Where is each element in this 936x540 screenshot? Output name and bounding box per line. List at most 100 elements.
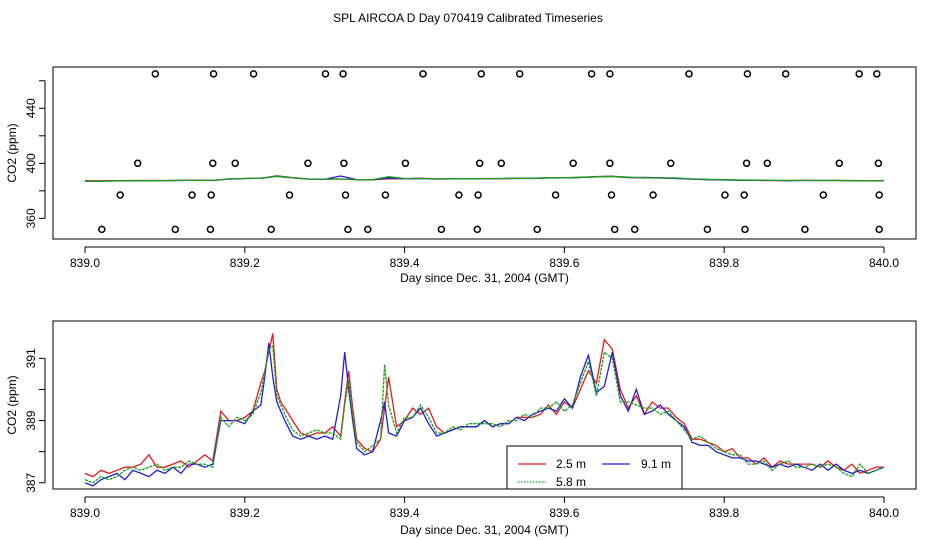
top-point-55 [630, 225, 639, 234]
top-point-33 [285, 191, 294, 199]
bottom-x-tick-label-0: 839.0 [70, 506, 100, 520]
top-y-tick-label-2: 440 [24, 98, 38, 118]
top-point-58 [801, 225, 809, 234]
bottom-series-5-8-m [84, 344, 885, 484]
top-point-40 [649, 191, 657, 199]
bottom-x-tick-label-1: 839.2 [230, 506, 260, 520]
top-point-43 [819, 191, 828, 199]
legend-label-9-1m: 9.1 m [641, 457, 671, 471]
top-points-group [98, 70, 883, 234]
top-x-axis-label: Day since Dec. 31, 2004 (GMT) [400, 271, 569, 285]
top-x-tick-label-0: 839.0 [70, 256, 100, 270]
top-point-49 [344, 225, 352, 234]
top-point-23 [569, 159, 577, 168]
bottom-y-tick-label-2: 391 [24, 348, 38, 368]
top-x-tick-label-4: 839.8 [709, 256, 739, 270]
top-x-tick-label-1: 839.2 [230, 256, 260, 270]
top-x-tick-label-2: 839.4 [390, 256, 420, 270]
top-point-5 [419, 70, 427, 78]
legend: 2.5 m 5.8 m 9.1 m [506, 445, 683, 490]
top-point-16 [209, 159, 217, 168]
bottom-plot-frame [52, 320, 917, 490]
top-x-tick-label-3: 839.6 [549, 256, 579, 270]
top-point-56 [703, 225, 712, 234]
bottom-series-9-1-m [84, 342, 885, 487]
top-point-15 [133, 159, 142, 168]
top-point-25 [666, 159, 675, 168]
top-point-38 [551, 191, 560, 199]
top-point-44 [875, 191, 883, 199]
top-point-53 [533, 225, 541, 234]
bottom-axes-group: 839.0 839.2 839.4 839.6 839.8 840.0 387 389 391 [24, 348, 899, 520]
top-point-4 [339, 70, 347, 78]
top-point-28 [835, 159, 844, 168]
bottom-x-tick-label-3: 839.6 [549, 506, 579, 520]
bottom-x-tick-label-4: 839.8 [709, 506, 739, 520]
top-y-tick-label-0: 360 [24, 208, 38, 228]
top-point-30 [116, 191, 124, 199]
top-point-9 [606, 70, 614, 78]
top-point-6 [477, 70, 486, 78]
top-point-35 [381, 191, 390, 199]
top-point-57 [741, 225, 749, 234]
top-point-51 [437, 225, 446, 234]
top-point-8 [587, 70, 596, 78]
top-point-26 [742, 159, 751, 168]
top-point-7 [515, 70, 524, 78]
top-point-22 [497, 159, 506, 168]
top-point-21 [475, 159, 484, 168]
top-point-39 [607, 191, 616, 199]
top-point-14 [873, 70, 881, 78]
top-point-36 [455, 191, 463, 199]
top-y-tick-label-1: 400 [24, 153, 38, 173]
bottom-series-2-5-m [84, 333, 884, 478]
top-point-50 [364, 225, 372, 234]
bottom-series-group [84, 333, 885, 487]
top-point-3 [321, 70, 330, 78]
top-point-59 [875, 225, 883, 234]
top-point-10 [685, 70, 693, 78]
top-point-19 [340, 159, 348, 168]
top-series-5-8-m [85, 175, 885, 182]
top-point-17 [231, 159, 239, 168]
plot-bottom: 839.0 839.2 839.4 839.6 839.8 840.0387389391 … [5, 320, 917, 537]
chart-title: SPL AIRCOA D Day 070419 Calibrated Times… [333, 11, 603, 25]
top-point-2 [249, 70, 258, 78]
top-point-11 [743, 70, 752, 78]
legend-label-2-5m: 2.5 m [556, 457, 586, 471]
top-y-axis-label: CO2 (ppm) [5, 123, 19, 182]
top-point-45 [98, 225, 106, 234]
top-point-12 [781, 70, 790, 78]
top-point-54 [610, 225, 619, 234]
top-point-41 [721, 191, 729, 199]
bottom-y-tick-label-1: 389 [24, 410, 38, 430]
top-plot-frame [52, 66, 917, 240]
top-series-group [84, 175, 885, 182]
top-point-37 [474, 191, 482, 199]
top-point-24 [606, 159, 614, 168]
top-point-0 [151, 70, 160, 78]
bottom-x-axis-label: Day since Dec. 31, 2004 (GMT) [400, 523, 569, 537]
top-point-32 [207, 191, 215, 199]
top-x-tick-label-5: 840.0 [869, 256, 899, 270]
bottom-y-axis-label: CO2 (ppm) [5, 375, 19, 434]
top-point-47 [206, 225, 215, 234]
top-point-1 [209, 70, 218, 78]
bottom-x-tick-label-5: 840.0 [869, 506, 899, 520]
top-point-48 [267, 225, 275, 234]
top-point-31 [188, 191, 196, 199]
top-axes-group: 839.0 839.2 839.4 839.6 839.8 840.0 360 400 440 [24, 80, 899, 270]
top-point-18 [304, 159, 312, 168]
bottom-x-tick-label-2: 839.4 [390, 506, 420, 520]
top-point-46 [171, 225, 180, 234]
plot-top: 839.0 839.2 839.4 839.6 839.8 840.0360400440 … [5, 66, 917, 285]
bottom-y-tick-label-0: 387 [24, 472, 38, 492]
top-point-20 [401, 159, 410, 168]
top-point-27 [763, 159, 772, 168]
top-point-29 [874, 159, 883, 168]
top-point-34 [341, 191, 350, 199]
top-point-52 [473, 225, 482, 234]
legend-label-5-8m: 5.8 m [556, 475, 586, 489]
top-point-42 [740, 191, 748, 199]
